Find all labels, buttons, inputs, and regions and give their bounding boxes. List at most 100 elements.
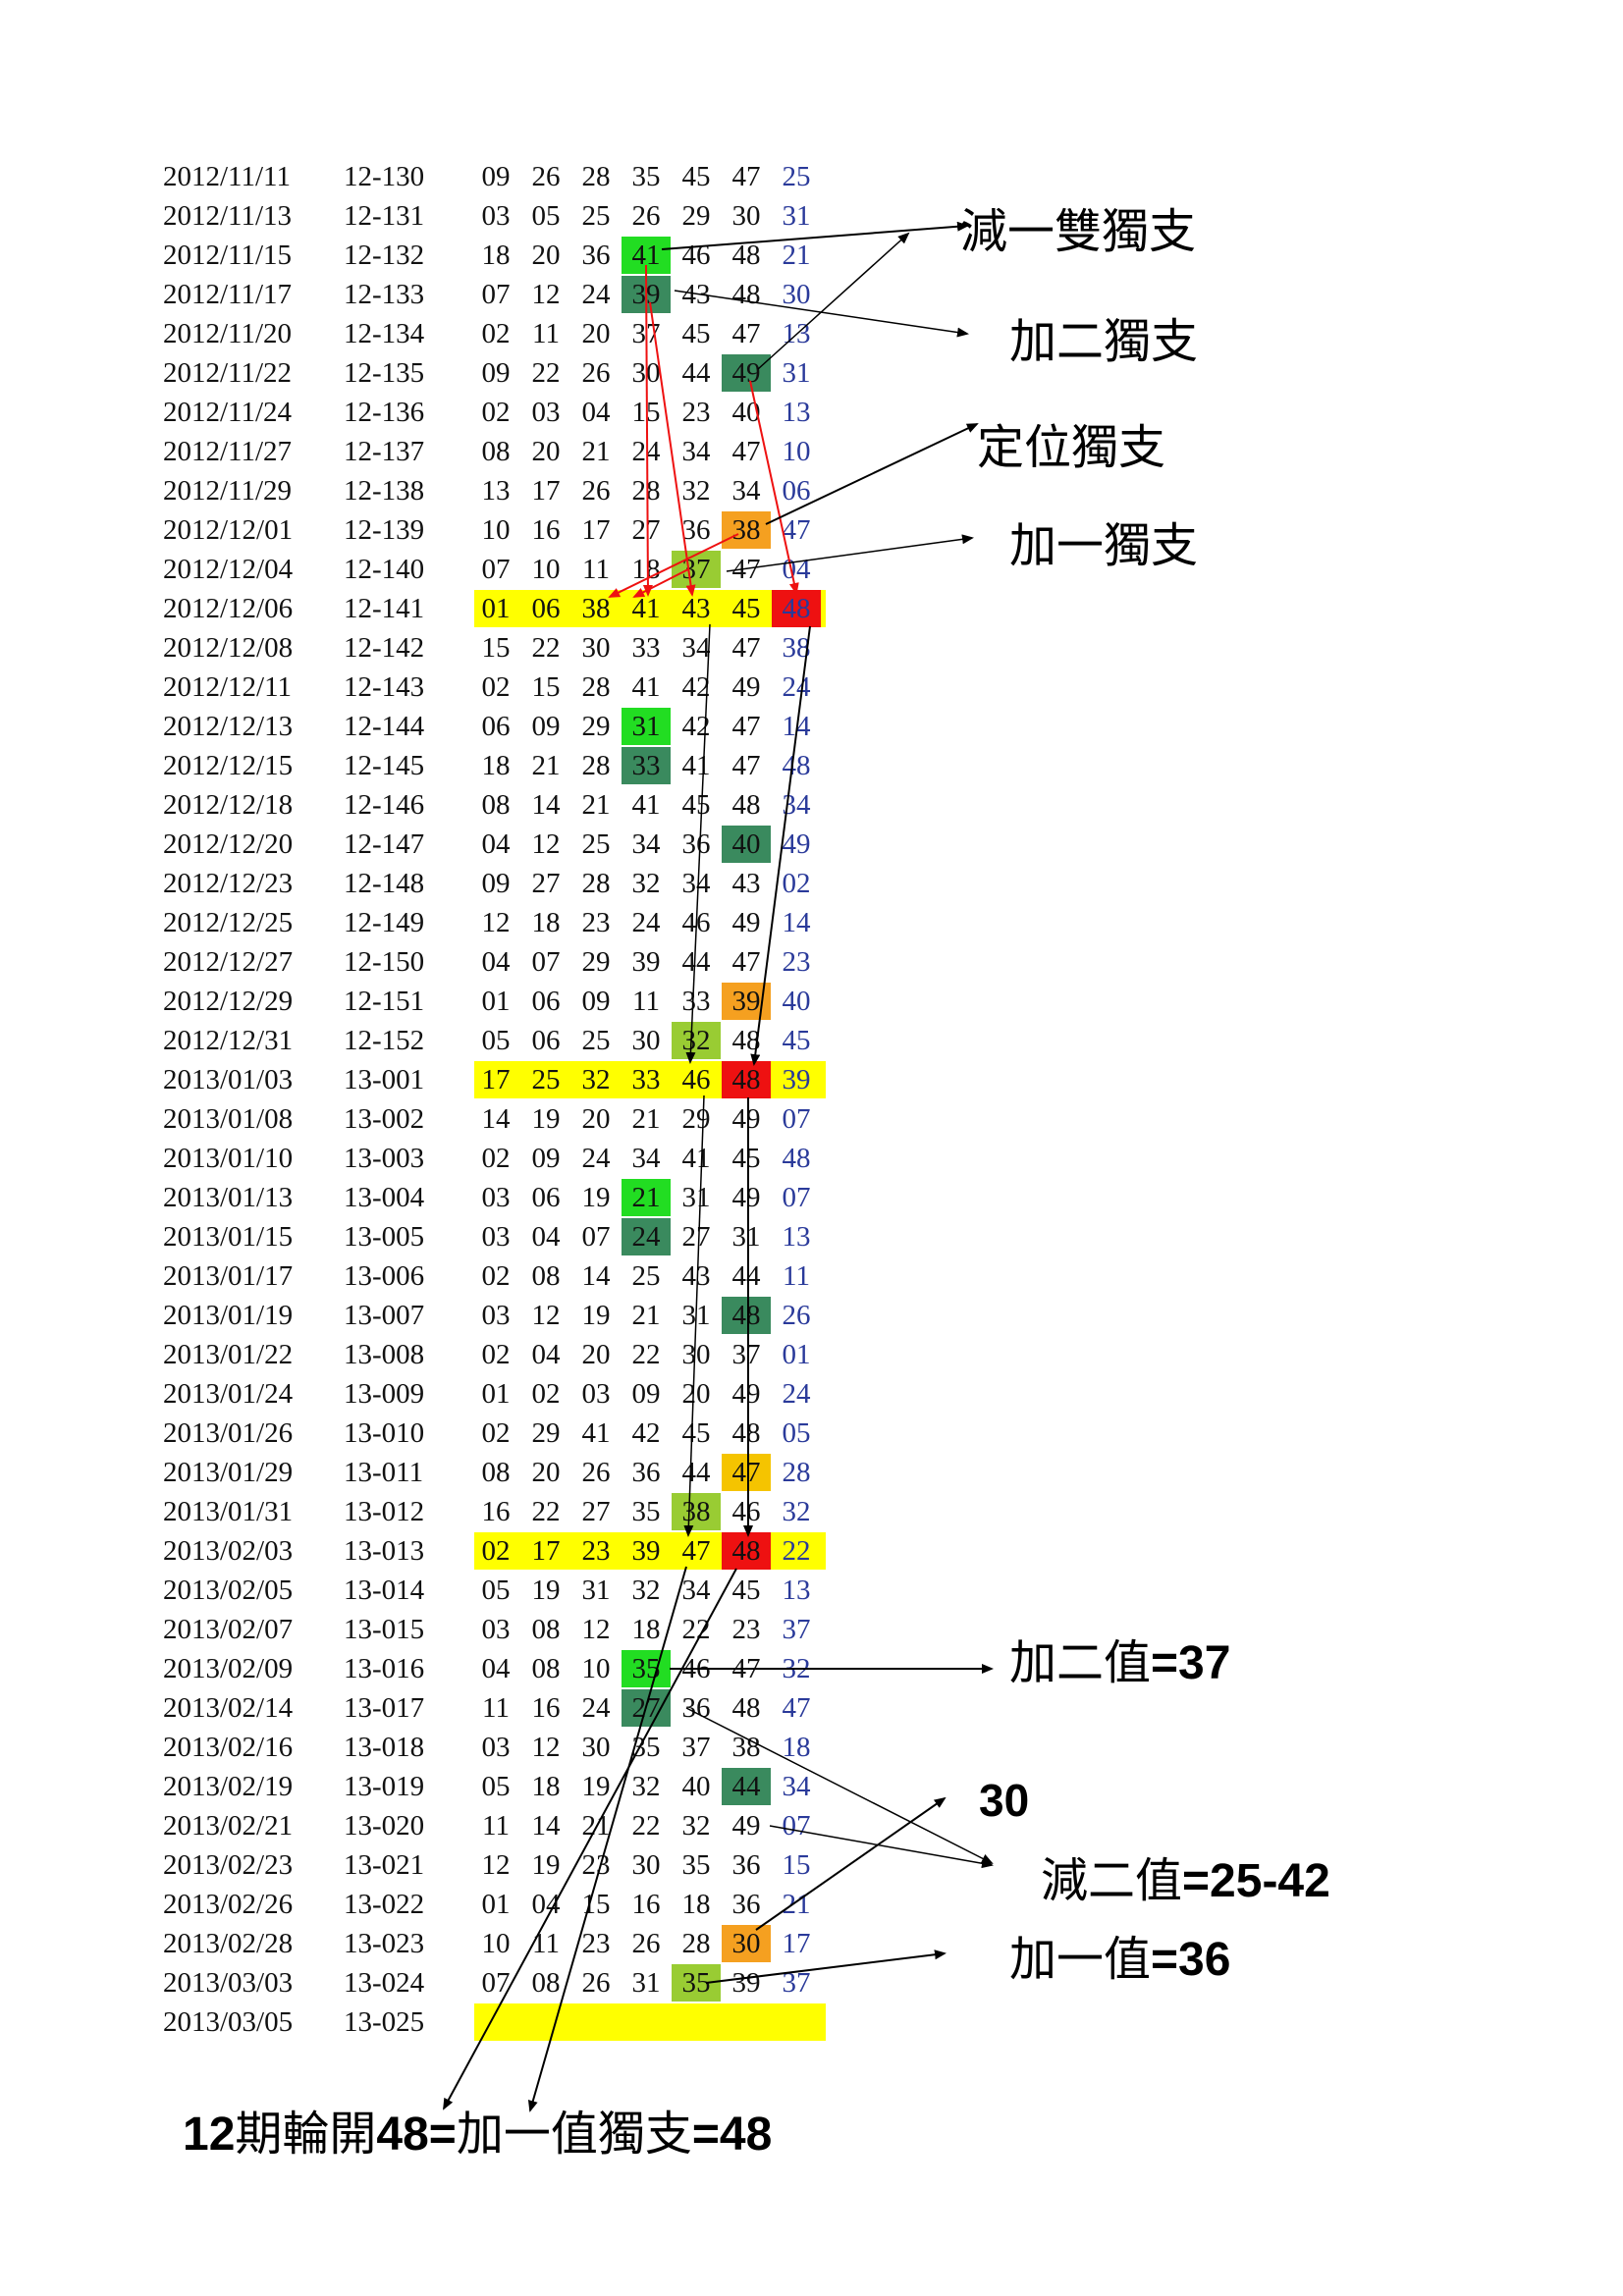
row-period: 13-005 — [344, 1221, 425, 1253]
drawn-number: 33 — [681, 986, 711, 1017]
drawn-number: 14 — [531, 1810, 561, 1842]
drawn-number: 48 — [731, 1417, 761, 1449]
footer-part5: =48 — [691, 2109, 773, 2161]
drawn-number: 49 — [731, 1103, 761, 1135]
drawn-number: 03 — [581, 1378, 611, 1410]
row-date: 2012/12/18 — [163, 789, 294, 821]
drawn-number: 08 — [481, 436, 511, 467]
cell-highlight — [722, 1297, 771, 1334]
drawn-number: 03 — [481, 200, 511, 232]
row-period: 13-023 — [344, 1928, 425, 1959]
drawn-number: 12 — [531, 1300, 561, 1331]
row-date: 2013/01/26 — [163, 1417, 294, 1449]
row-date: 2013/01/24 — [163, 1378, 294, 1410]
footer-part2: 期輪開 — [235, 2107, 377, 2162]
row-period: 13-007 — [344, 1300, 425, 1331]
drawn-number: 08 — [531, 1260, 561, 1292]
drawn-number: 39 — [631, 1535, 661, 1567]
special-number: 30 — [782, 279, 811, 310]
drawn-number: 05 — [481, 1025, 511, 1056]
drawn-number: 14 — [531, 789, 561, 821]
row-date: 2012/12/29 — [163, 986, 294, 1017]
drawn-number: 09 — [481, 357, 511, 389]
drawn-number: 35 — [631, 161, 661, 192]
drawn-number: 01 — [481, 1378, 511, 1410]
drawn-number: 44 — [731, 1260, 761, 1292]
drawn-number: 37 — [681, 1732, 711, 1763]
drawn-number: 12 — [531, 1732, 561, 1763]
drawn-number: 22 — [631, 1339, 661, 1370]
drawn-number: 16 — [631, 1889, 661, 1920]
label-minus-one-double: 減一雙獨支 — [960, 204, 1197, 259]
drawn-number: 22 — [531, 357, 561, 389]
drawn-number: 29 — [681, 1103, 711, 1135]
row-period: 12-136 — [344, 397, 425, 428]
drawn-number: 06 — [531, 1182, 561, 1213]
special-number: 32 — [782, 1653, 811, 1684]
drawn-number: 43 — [681, 1260, 711, 1292]
drawn-number: 32 — [681, 1810, 711, 1842]
drawn-number: 24 — [631, 1221, 661, 1253]
drawn-number: 24 — [581, 279, 611, 310]
drawn-number: 24 — [631, 907, 661, 938]
drawn-number: 41 — [581, 1417, 611, 1449]
drawn-number: 42 — [681, 711, 711, 742]
drawn-number: 11 — [582, 554, 610, 585]
special-number: 38 — [782, 632, 811, 664]
row-date: 2013/01/31 — [163, 1496, 294, 1527]
drawn-number: 32 — [681, 1025, 711, 1056]
row-period: 13-011 — [344, 1457, 424, 1488]
drawn-number: 28 — [581, 161, 611, 192]
drawn-number: 23 — [681, 397, 711, 428]
drawn-number: 33 — [631, 1064, 661, 1095]
drawn-number: 28 — [681, 1928, 711, 1959]
special-number: 15 — [782, 1849, 811, 1881]
drawn-number: 24 — [581, 1692, 611, 1724]
drawn-number: 38 — [581, 593, 611, 624]
drawn-number: 40 — [731, 397, 761, 428]
drawn-number: 08 — [531, 1614, 561, 1645]
cell-highlight — [722, 1061, 771, 1098]
drawn-number: 48 — [731, 1300, 761, 1331]
row-date: 2013/02/23 — [163, 1849, 294, 1881]
drawn-number: 20 — [681, 1378, 711, 1410]
drawn-number: 39 — [731, 1967, 761, 1999]
drawn-number: 18 — [531, 1771, 561, 1802]
drawn-number: 18 — [531, 907, 561, 938]
row-period: 12-150 — [344, 946, 425, 978]
special-number: 13 — [782, 1221, 811, 1253]
drawn-number: 33 — [631, 632, 661, 664]
drawn-number: 04 — [581, 397, 611, 428]
special-number: 11 — [783, 1260, 810, 1292]
row-period: 13-020 — [344, 1810, 425, 1842]
drawn-number: 36 — [631, 1457, 661, 1488]
drawn-number: 44 — [681, 1457, 711, 1488]
label-plus-one-value: 加一值=36 — [1009, 1934, 1230, 1986]
drawn-number: 04 — [531, 1889, 561, 1920]
special-number: 04 — [782, 554, 811, 585]
drawn-number: 15 — [581, 1889, 611, 1920]
drawn-number: 03 — [481, 1732, 511, 1763]
drawn-number: 09 — [581, 986, 611, 1017]
drawn-number: 45 — [681, 789, 711, 821]
footer-part4: 加一值獨支 — [456, 2107, 692, 2162]
label-plus-one-value-prefix: 加一值 — [1009, 1932, 1152, 1987]
row-period: 12-133 — [344, 279, 425, 310]
drawn-number: 37 — [681, 554, 711, 585]
drawn-number: 44 — [731, 1771, 761, 1802]
special-number: 39 — [782, 1064, 811, 1095]
drawn-number: 16 — [531, 1692, 561, 1724]
drawn-number: 47 — [681, 1535, 711, 1567]
row-period: 12-139 — [344, 514, 425, 546]
drawn-number: 11 — [482, 1692, 510, 1724]
drawn-number: 18 — [631, 554, 661, 585]
drawn-number: 31 — [631, 711, 661, 742]
row-period: 13-009 — [344, 1378, 425, 1410]
drawn-number: 31 — [731, 1221, 761, 1253]
row-date: 2012/12/25 — [163, 907, 294, 938]
drawn-number: 18 — [631, 1614, 661, 1645]
row-date: 2013/01/13 — [163, 1182, 294, 1213]
drawn-number: 46 — [731, 1496, 761, 1527]
drawn-number: 02 — [481, 1339, 511, 1370]
drawn-number: 28 — [581, 750, 611, 781]
